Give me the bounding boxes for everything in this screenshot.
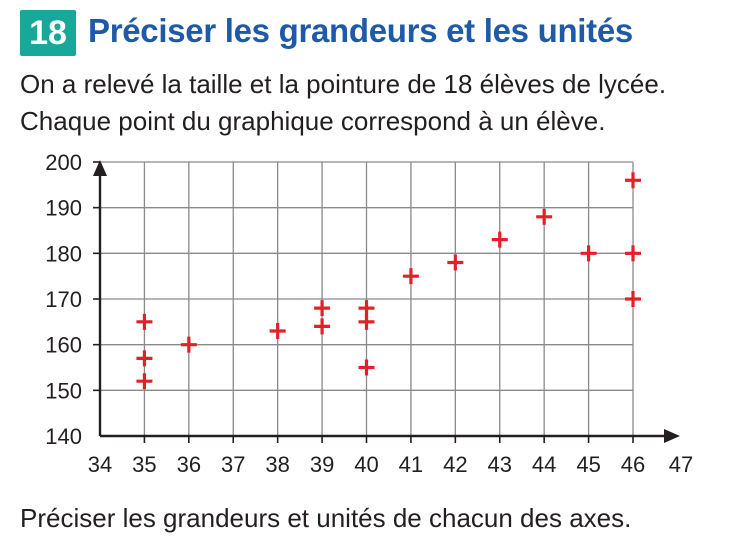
x-tick-label: 45 — [576, 452, 600, 477]
chart-points — [136, 172, 641, 390]
chart-grid — [100, 161, 634, 436]
exercise-number: 18 — [29, 13, 67, 52]
data-point — [314, 318, 331, 335]
data-point — [402, 268, 419, 285]
data-point — [136, 313, 153, 330]
exercise-number-badge: 18 — [20, 10, 76, 56]
x-axis-arrow — [664, 429, 680, 443]
x-tick-label: 35 — [132, 452, 156, 477]
data-point — [625, 245, 641, 262]
chart-tick-labels: 34 35 36 37 38 39 40 41 42 43 44 45 46 47 140 150 160 170… — [45, 150, 693, 477]
data-point — [269, 322, 286, 339]
x-tick-label: 37 — [221, 452, 245, 477]
data-point — [491, 231, 508, 248]
x-tick-label: 44 — [532, 452, 556, 477]
x-tick-label: 41 — [399, 452, 423, 477]
x-tick-label: 39 — [310, 452, 334, 477]
intro-line-1: On a relevé la taille et la pointure de … — [20, 69, 667, 99]
data-point — [536, 208, 553, 225]
exercise-title: Préciser les grandeurs et les unités — [88, 12, 633, 49]
x-tick-label: 47 — [669, 452, 693, 477]
exercise-intro: On a relevé la taille et la pointure de … — [20, 66, 666, 140]
y-tick-label: 190 — [45, 196, 82, 221]
exercise-question: Préciser les grandeurs et unités de chac… — [20, 503, 632, 533]
data-point — [447, 254, 464, 271]
data-point — [625, 172, 641, 189]
x-tick-label: 36 — [177, 452, 201, 477]
data-point — [136, 373, 153, 390]
chart-axes — [93, 160, 680, 443]
x-tick-label: 46 — [621, 452, 645, 477]
x-tick-label: 43 — [488, 452, 512, 477]
y-tick-label: 160 — [45, 333, 82, 358]
intro-line-2: Chaque point du graphique correspond à u… — [20, 106, 606, 136]
data-point — [358, 359, 375, 376]
x-tick-label: 38 — [265, 452, 289, 477]
data-point — [358, 300, 375, 317]
y-tick-label: 180 — [45, 241, 82, 266]
y-tick-label: 140 — [45, 424, 82, 449]
y-tick-label: 170 — [45, 287, 82, 312]
y-axis-arrow — [93, 160, 107, 176]
y-tick-label: 150 — [45, 378, 82, 403]
x-tick-label: 34 — [88, 452, 112, 477]
data-point — [625, 291, 641, 307]
data-point — [358, 313, 375, 330]
data-point — [580, 245, 597, 262]
x-tick-label: 40 — [354, 452, 378, 477]
y-tick-label: 200 — [45, 150, 82, 175]
x-tick-label: 42 — [443, 452, 467, 477]
data-point — [180, 336, 197, 353]
data-point — [314, 300, 331, 317]
data-point — [136, 350, 153, 367]
